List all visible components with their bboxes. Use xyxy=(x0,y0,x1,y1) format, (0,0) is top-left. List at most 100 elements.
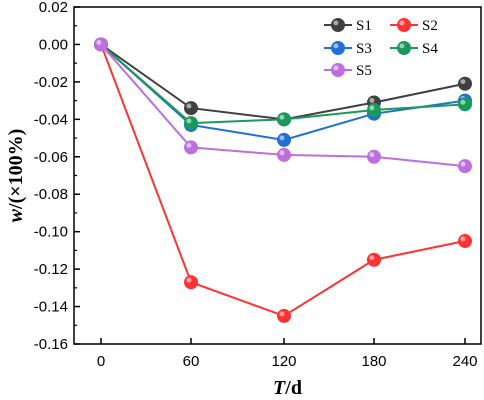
legend-item-s3: S3 xyxy=(324,41,372,57)
data-point-s4 xyxy=(458,97,472,112)
data-point-s2-highlight xyxy=(279,311,285,317)
data-point-s3-fill xyxy=(277,132,291,147)
data-point-s4-highlight xyxy=(279,114,285,120)
data-point-s5-fill xyxy=(277,147,291,162)
data-point-s5 xyxy=(458,159,472,174)
data-point-s4-highlight xyxy=(186,118,192,124)
data-point-s4 xyxy=(184,116,198,131)
axes: 0.02 0.00 -0.02 -0.04 -0.06 -0.08 -0.10 -0.12 -0… xyxy=(34,0,482,370)
data-point-s4-fill xyxy=(458,97,472,112)
legend-item-s5: S5 xyxy=(324,63,372,79)
x-tick-label: 0 xyxy=(97,353,105,370)
legend-item-s1: S1 xyxy=(324,18,372,34)
legend-marker xyxy=(331,41,345,55)
x-tick-label: 240 xyxy=(452,353,477,370)
data-point-s3-highlight xyxy=(279,135,285,141)
y-tick-label: -0.02 xyxy=(34,74,68,91)
data-point-s5-highlight xyxy=(96,39,102,45)
data-point-s4 xyxy=(277,112,291,127)
data-point-s2 xyxy=(184,275,198,290)
legend-label: S1 xyxy=(356,18,372,34)
data-point-s1 xyxy=(184,101,198,116)
x-tick-label: 180 xyxy=(361,353,386,370)
y-axis-label-unit: /(×100%) xyxy=(5,129,27,210)
y-axis-label-symbol: w xyxy=(5,208,27,222)
data-point-s5 xyxy=(184,140,198,155)
plot-area xyxy=(94,37,472,323)
data-point-s2-highlight xyxy=(460,236,466,242)
y-tick-label: -0.14 xyxy=(34,299,68,316)
data-point-s2-fill xyxy=(458,234,472,249)
legend-marker xyxy=(397,41,411,55)
legend: S1 S2 S3 S4 S5 xyxy=(324,18,438,79)
legend-marker-highlight xyxy=(333,43,339,49)
y-tick-label: -0.06 xyxy=(34,149,68,166)
data-point-s5-fill xyxy=(184,140,198,155)
legend-label: S3 xyxy=(356,41,372,57)
data-point-s1-fill xyxy=(458,76,472,91)
series-s4 xyxy=(94,37,472,131)
data-point-s5 xyxy=(277,147,291,162)
data-point-s2 xyxy=(458,234,472,249)
data-point-s2-highlight xyxy=(369,255,375,261)
data-point-s5 xyxy=(94,37,108,52)
data-point-s1-highlight xyxy=(186,103,192,109)
series-line-s5 xyxy=(100,43,466,168)
data-point-s2-highlight xyxy=(186,277,192,283)
legend-label: S2 xyxy=(422,18,438,34)
y-tick-label: 0.00 xyxy=(39,36,68,53)
legend-marker-fill xyxy=(331,63,345,77)
x-tick-label: 60 xyxy=(183,353,200,370)
data-point-s4-fill xyxy=(367,102,381,117)
data-point-s1-highlight xyxy=(460,79,466,85)
y-tick-label: -0.08 xyxy=(34,186,68,203)
legend-marker-fill xyxy=(331,18,345,32)
legend-label: S5 xyxy=(356,63,372,79)
data-point-s5-highlight xyxy=(460,161,466,167)
data-point-s1-fill xyxy=(184,101,198,116)
legend-marker-fill xyxy=(397,18,411,32)
data-point-s1-highlight xyxy=(369,97,375,103)
legend-marker-highlight xyxy=(399,43,405,49)
data-point-s5-highlight xyxy=(369,152,375,158)
legend-item-s4: S4 xyxy=(390,41,438,57)
x-axis-label: T/d xyxy=(273,377,302,399)
data-point-s4 xyxy=(367,102,381,117)
legend-marker-highlight xyxy=(333,65,339,71)
series-s5 xyxy=(94,37,472,174)
legend-item-s2: S2 xyxy=(390,18,438,34)
data-point-s4-fill xyxy=(277,112,291,127)
legend-marker-fill xyxy=(331,41,345,55)
y-tick-label: -0.16 xyxy=(34,336,68,353)
data-point-s4-fill xyxy=(184,116,198,131)
data-point-s5 xyxy=(367,149,381,164)
series-line-s2 xyxy=(100,44,466,318)
legend-marker xyxy=(331,63,345,77)
y-tick-label: -0.04 xyxy=(34,111,68,128)
legend-label: S4 xyxy=(422,41,438,57)
data-point-s4-highlight xyxy=(369,105,375,111)
y-axis-label: w/(×100%) xyxy=(5,129,27,223)
data-point-s3 xyxy=(277,132,291,147)
x-tick-label: 120 xyxy=(271,353,296,370)
y-tick-label: -0.12 xyxy=(34,261,68,278)
data-point-s1 xyxy=(458,76,472,91)
y-tick-label: 0.02 xyxy=(39,0,68,16)
legend-marker-fill xyxy=(397,41,411,55)
data-point-s2 xyxy=(367,252,381,267)
data-point-s5-fill xyxy=(458,159,472,174)
legend-marker-highlight xyxy=(333,20,339,26)
x-axis-label-unit: /d xyxy=(284,377,302,399)
data-point-s2 xyxy=(277,308,291,323)
data-point-s5-fill xyxy=(367,149,381,164)
legend-marker-highlight xyxy=(399,20,405,26)
y-tick-label: -0.10 xyxy=(34,224,68,241)
data-point-s5-highlight xyxy=(279,150,285,156)
x-axis-label-symbol: T xyxy=(273,377,286,399)
series-s3 xyxy=(94,37,472,147)
data-point-s4-highlight xyxy=(460,99,466,105)
data-point-s5-highlight xyxy=(186,142,192,148)
data-point-s2-fill xyxy=(184,275,198,290)
plot-frame xyxy=(73,6,482,345)
